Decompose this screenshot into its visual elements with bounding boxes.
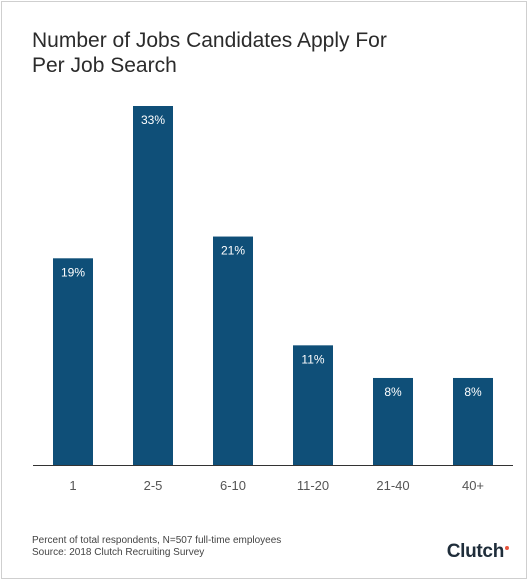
clutch-logo-text: Clutch (446, 541, 505, 562)
bar-6-10 (213, 236, 253, 465)
data-label-2-5: 33% (141, 113, 165, 127)
chart-title-line-1: Number of Jobs Candidates Apply For (32, 29, 387, 52)
x-tick-label-21-40: 21-40 (376, 478, 409, 493)
data-label-21-40: 8% (384, 385, 402, 399)
bar-40+ (453, 377, 493, 465)
clutch-logo-dot (505, 545, 509, 550)
data-label-1: 19% (61, 265, 85, 279)
chart-title-line-2: Per Job Search (32, 54, 177, 77)
bar-1 (53, 258, 93, 465)
footnote-source: Source: 2018 Clutch Recruiting Survey (32, 547, 205, 558)
x-tick-label-40+: 40+ (462, 478, 484, 493)
footnote: Percent of total respondents, N=507 full… (32, 535, 281, 559)
clutch-logo: Clutch (447, 541, 509, 563)
chart-title: Number of Jobs Candidates Apply For Per … (32, 28, 492, 78)
data-label-6-10: 21% (221, 244, 245, 258)
data-label-40+: 8% (464, 385, 482, 399)
bar-2-5 (133, 106, 173, 465)
x-tick-label-2-5: 2-5 (144, 478, 163, 493)
data-label-11-20: 11% (301, 352, 324, 366)
x-tick-label-6-10: 6-10 (220, 478, 246, 493)
x-tick-label-11-20: 11-20 (297, 478, 329, 493)
bar-11-20 (293, 345, 333, 465)
bar-21-40 (373, 377, 413, 465)
x-tick-label-1: 1 (69, 478, 76, 493)
footnote-respondents: Percent of total respondents, N=507 full… (32, 535, 282, 546)
